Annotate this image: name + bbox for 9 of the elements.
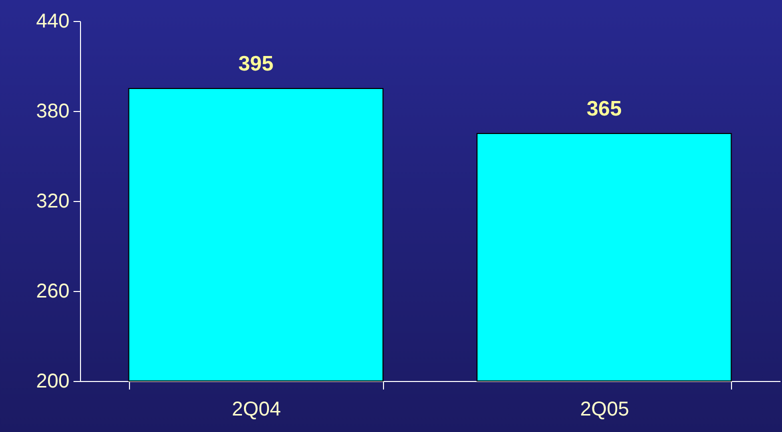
y-tick-label: 260 (36, 280, 70, 302)
x-tick-label: 2Q05 (580, 398, 630, 420)
data-label: 365 (586, 98, 622, 120)
y-tick-label: 200 (36, 370, 70, 392)
x-tick-label: 2Q04 (232, 398, 281, 420)
y-tick-label: 320 (36, 190, 70, 212)
y-tick-label: 440 (36, 10, 70, 32)
data-label: 395 (238, 52, 274, 76)
y-tick-label: 380 (36, 100, 70, 122)
